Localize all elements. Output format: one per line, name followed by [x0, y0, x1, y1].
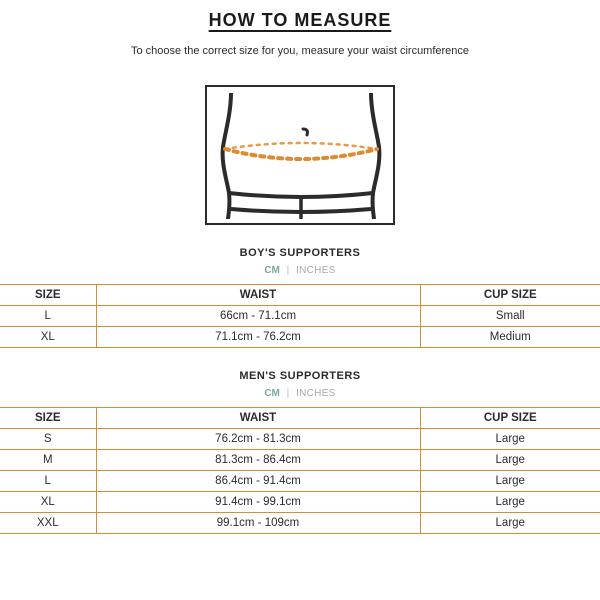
cell-size: M	[0, 450, 96, 471]
mens-unit-toggle: CM | INCHES	[0, 388, 600, 399]
cell-size: XL	[0, 492, 96, 513]
cell-cup: Large	[420, 513, 600, 534]
boys-size-table: SIZE WAIST CUP SIZE L 66cm - 71.1cm Smal…	[0, 284, 600, 348]
col-waist: WAIST	[96, 408, 420, 429]
cell-cup: Small	[420, 306, 600, 327]
cell-cup: Large	[420, 429, 600, 450]
cell-size: S	[0, 429, 96, 450]
cell-cup: Large	[420, 471, 600, 492]
measurement-figure-wrap	[0, 85, 600, 225]
unit-sep: |	[287, 388, 290, 399]
unit-sep: |	[287, 265, 290, 276]
unit-inches[interactable]: INCHES	[296, 388, 336, 399]
unit-inches[interactable]: INCHES	[296, 265, 336, 276]
col-size: SIZE	[0, 285, 96, 306]
col-cup: CUP SIZE	[420, 408, 600, 429]
cell-size: XL	[0, 327, 96, 348]
mens-section-title: MEN'S SUPPORTERS	[0, 370, 600, 382]
mens-size-table: SIZE WAIST CUP SIZE S 76.2cm - 81.3cm La…	[0, 407, 600, 534]
cell-waist: 66cm - 71.1cm	[96, 306, 420, 327]
unit-cm[interactable]: CM	[264, 388, 280, 399]
table-row: L 66cm - 71.1cm Small	[0, 306, 600, 327]
cell-waist: 91.4cm - 99.1cm	[96, 492, 420, 513]
cell-waist: 76.2cm - 81.3cm	[96, 429, 420, 450]
cell-size: L	[0, 306, 96, 327]
page-title: HOW TO MEASURE	[0, 10, 600, 31]
table-row: M 81.3cm - 86.4cm Large	[0, 450, 600, 471]
col-cup: CUP SIZE	[420, 285, 600, 306]
cell-size: XXL	[0, 513, 96, 534]
boys-unit-toggle: CM | INCHES	[0, 265, 600, 276]
cell-cup: Medium	[420, 327, 600, 348]
table-row: XXL 99.1cm - 109cm Large	[0, 513, 600, 534]
unit-cm[interactable]: CM	[264, 265, 280, 276]
measurement-figure	[205, 85, 395, 225]
cell-cup: Large	[420, 492, 600, 513]
col-waist: WAIST	[96, 285, 420, 306]
cell-waist: 99.1cm - 109cm	[96, 513, 420, 534]
cell-waist: 81.3cm - 86.4cm	[96, 450, 420, 471]
table-row: S 76.2cm - 81.3cm Large	[0, 429, 600, 450]
cell-cup: Large	[420, 450, 600, 471]
table-row: XL 91.4cm - 99.1cm Large	[0, 492, 600, 513]
table-row: L 86.4cm - 91.4cm Large	[0, 471, 600, 492]
cell-waist: 71.1cm - 76.2cm	[96, 327, 420, 348]
torso-icon	[211, 93, 391, 219]
page-subtitle: To choose the correct size for you, meas…	[0, 45, 600, 57]
cell-waist: 86.4cm - 91.4cm	[96, 471, 420, 492]
cell-size: L	[0, 471, 96, 492]
table-row: XL 71.1cm - 76.2cm Medium	[0, 327, 600, 348]
col-size: SIZE	[0, 408, 96, 429]
boys-section-title: BOY'S SUPPORTERS	[0, 247, 600, 259]
